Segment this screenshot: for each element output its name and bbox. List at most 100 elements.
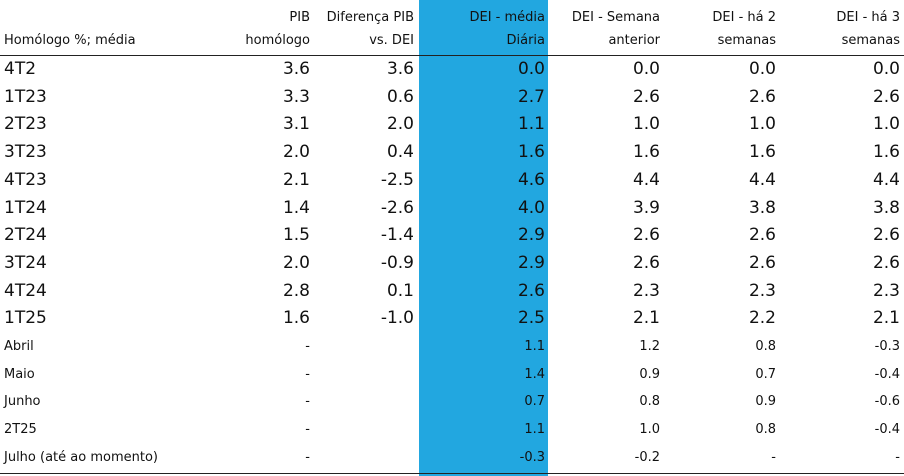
- table-cell: -0.4: [874, 422, 900, 438]
- column-header: Diferença PIB: [326, 10, 414, 25]
- table-cell: -: [895, 449, 900, 465]
- table-cell: 0.8: [755, 422, 776, 438]
- table-cell: 3.8: [872, 197, 900, 218]
- row-label: 3T24: [4, 252, 47, 273]
- row-label: 2T23: [4, 114, 47, 135]
- row-label: 1T25: [4, 308, 47, 329]
- table-cell: 2.6: [632, 86, 660, 107]
- table-cell: 2.0: [282, 142, 310, 163]
- table-cell: 2.6: [748, 252, 776, 273]
- table-cell: -0.6: [874, 394, 900, 410]
- row-label: Julho (até ao momento): [4, 449, 158, 465]
- column-header: homólogo: [245, 33, 310, 48]
- table-cell: 1.0: [632, 114, 660, 135]
- table-cell: 0.0: [872, 59, 900, 79]
- table-cell: 2.0: [282, 252, 310, 273]
- table-cell: 0.1: [386, 280, 414, 301]
- table-cell: 2.9: [517, 225, 545, 246]
- table-cell: 2.6: [872, 86, 900, 107]
- table-cell: 0.0: [748, 59, 776, 79]
- table-cell: 2.1: [632, 308, 660, 329]
- row-label: 1T23: [4, 86, 47, 107]
- table-cell: -: [305, 339, 310, 354]
- table-cell: -: [771, 449, 776, 465]
- row-label: 1T24: [4, 197, 47, 218]
- table-cell: -: [305, 449, 310, 465]
- table-cell: 0.0: [632, 59, 660, 79]
- table-cell: 2.6: [748, 86, 776, 107]
- table-cell: 2.3: [632, 280, 660, 301]
- table-cell: 0.8: [639, 394, 660, 410]
- table-cell: 2.1: [872, 308, 900, 329]
- table-cell: -1.4: [380, 225, 414, 246]
- header-rule: [0, 55, 904, 56]
- table-cell: 1.0: [872, 114, 900, 135]
- row-label: 2T24: [4, 225, 47, 246]
- row-label: 2T25: [4, 422, 37, 438]
- column-header: DEI - há 3: [836, 10, 900, 25]
- table-cell: 2.6: [632, 225, 660, 246]
- table-cell: 2.9: [517, 252, 545, 273]
- table-cell: -2.5: [380, 169, 414, 190]
- table-cell: 4.6: [517, 169, 545, 190]
- table-cell: 2.6: [748, 225, 776, 246]
- table-cell: 1.0: [748, 114, 776, 135]
- table-cell: 3.3: [282, 86, 310, 107]
- table-cell: 2.3: [872, 280, 900, 301]
- table-cell: 4.0: [517, 197, 545, 218]
- table-cell: 3.9: [632, 197, 660, 218]
- table-cell: 4.4: [872, 169, 900, 190]
- column-header: vs. DEI: [369, 33, 414, 48]
- row-label: Abril: [4, 339, 34, 354]
- table-cell: 1.6: [748, 142, 776, 163]
- row-label: 4T2: [4, 59, 37, 79]
- table-cell: -1.0: [380, 308, 414, 329]
- table-cell: 1.4: [524, 366, 545, 382]
- table-cell: 2.6: [517, 280, 545, 301]
- table-cell: 1.6: [872, 142, 900, 163]
- row-label: Maio: [4, 366, 35, 382]
- table-cell: 0.7: [755, 366, 776, 382]
- row-label: 4T24: [4, 280, 47, 301]
- table-cell: -: [305, 366, 310, 382]
- table-cell: 2.6: [872, 252, 900, 273]
- column-header: DEI - Semana: [571, 10, 660, 25]
- column-header: anterior: [608, 33, 660, 48]
- table-cell: -0.2: [634, 449, 660, 465]
- table-cell: 0.4: [386, 142, 414, 163]
- table-cell: 0.6: [386, 86, 414, 107]
- table-cell: 1.2: [639, 339, 660, 354]
- table-cell: 2.1: [282, 169, 310, 190]
- column-header: Homólogo %; média: [4, 33, 136, 48]
- table-cell: -: [305, 394, 310, 410]
- table-cell: 1.4: [282, 197, 310, 218]
- table-cell: 1.6: [517, 142, 545, 163]
- table-cell: 4.4: [632, 169, 660, 190]
- table-cell: 3.1: [282, 114, 310, 135]
- row-label: Junho: [4, 394, 41, 410]
- table-cell: 2.2: [748, 308, 776, 329]
- table-cell: -: [305, 422, 310, 438]
- table-cell: 1.0: [639, 422, 660, 438]
- table-cell: 2.6: [872, 225, 900, 246]
- column-header: Diária: [506, 33, 545, 48]
- table-cell: 2.0: [386, 114, 414, 135]
- table-cell: 0.9: [755, 394, 776, 410]
- table-cell: 4.4: [748, 169, 776, 190]
- table-cell: 0.0: [517, 59, 545, 79]
- table-cell: -2.6: [380, 197, 414, 218]
- table-cell: 1.1: [524, 422, 545, 438]
- table-cell: -0.4: [874, 366, 900, 382]
- table-cell: 2.3: [748, 280, 776, 301]
- table-cell: 1.6: [282, 308, 310, 329]
- table-cell: 2.8: [282, 280, 310, 301]
- table-cell: 3.6: [386, 59, 414, 79]
- table-cell: 2.7: [517, 86, 545, 107]
- table-cell: 0.7: [524, 394, 545, 410]
- column-header: DEI - média: [469, 10, 545, 25]
- column-header: PIB: [289, 10, 310, 25]
- table-cell: 3.6: [282, 59, 310, 79]
- highlight-column: [419, 0, 548, 476]
- column-header: semanas: [717, 33, 776, 48]
